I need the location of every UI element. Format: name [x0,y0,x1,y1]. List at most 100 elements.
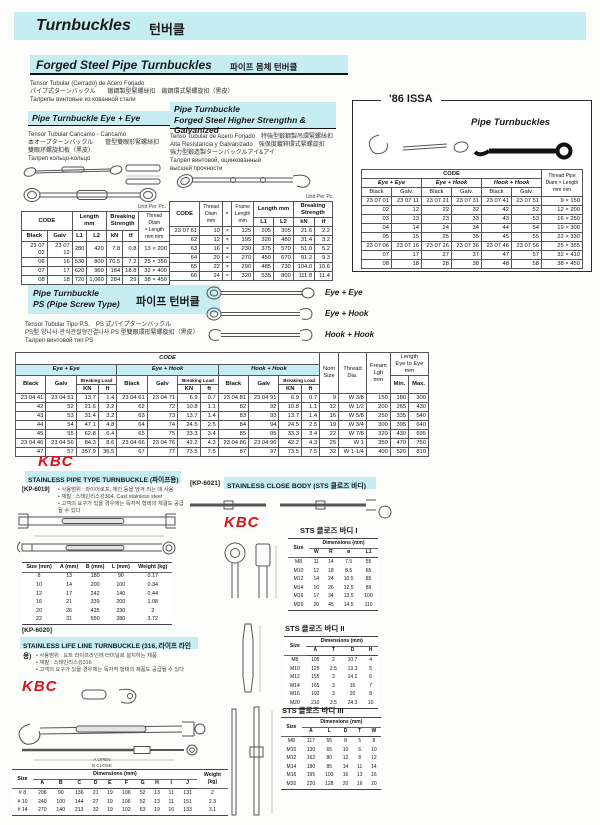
col-header: Size [284,636,306,657]
table-cell: 11 [357,763,363,770]
kbc-logo: KBC [224,514,260,531]
table-cell: 1.1 [199,402,219,412]
table-cell: 280 [71,241,88,258]
col-header: Length mm [71,210,107,232]
table-cell: 24.5 [278,420,302,430]
table-cell: 10.5 [343,576,354,583]
sts1-table: Size Dimensions (mm) W R ø L1 M8 11 14 7.5 5… [288,538,378,611]
table-row: M16 17 34 13.5 100 [288,593,378,602]
table-cell: 38 [451,259,482,269]
table-cell: 106 [121,798,131,805]
col-header: G [140,780,145,787]
table-cell: 200 [365,402,391,412]
table-cell: 24 [328,576,334,583]
table-cell: 1.1 [300,402,321,412]
col-header: H [368,647,373,654]
col-header: KN [278,384,302,394]
kp6021-code: [KP-6021] [190,480,220,487]
table-cell: 400 [365,447,391,457]
table-cell: 29 [122,275,140,285]
table-row: 08 18 720 1,060 284 29 38 × 450 [21,275,170,285]
table-cell: 19 [107,798,113,805]
col-header: Black [361,187,392,197]
table-row: 8 13 180 90 0.17 [22,572,172,581]
table-cell: 62 [116,402,148,412]
table-row: M12 162 80 12 8 12 [281,754,381,763]
table-cell: × [221,271,233,281]
table-cell: 54 [511,223,542,233]
table-cell: 23 04 86 [217,438,250,448]
table-cell: 23 04 56 [45,438,77,448]
table-row: M16 192 3 20 8 [284,691,378,700]
table-cell: 54 [45,420,77,430]
table-cell: 6.9 [278,393,302,403]
text-line: • 고객의 요구가 있을 경우에는 독자적 형태의 제품도 공급될 수 있다 [36,667,185,673]
col-header: ø [347,549,351,556]
table-cell: 12 [36,590,43,597]
table-cell: 31.4 [75,411,99,421]
table-row: # 10 240 100 144 27 19 106 52 13 11 151 2.3 [12,798,228,807]
table-cell: 195 [306,772,316,779]
col-header: Breaking Strength [292,201,334,218]
table-cell: 195 [231,235,255,245]
table-row: Size Dimensions (mm) [288,538,378,559]
page-title-korean: 턴버클 [149,22,185,37]
col-header: Dimensions (mm) [309,538,378,549]
kp6020-header: STAINLESS LIFE LINE TURNBUCKLE (316, 라이프… [20,637,198,660]
table-cell: 192 [311,691,320,698]
table-cell: M12 [290,674,300,681]
table-cell: 23 04 51 [45,393,77,403]
col-header: R [329,549,333,556]
text-line: Талреп кольцо-кольцо [28,156,91,162]
col-header: Min. [389,375,410,394]
table-cell: 05 [361,232,392,242]
text-line: PS型·양나사·관식관절형긴결나사 PS 型雙眼環形緊螺旋扣（黑皮） [25,330,199,336]
table-cell: 213 [74,807,84,814]
table-cell: M8 [295,558,302,565]
table-cell: 19 [107,789,113,796]
col-header: CODE [21,210,73,232]
table-cell: 23 07 61 [168,226,201,236]
table-cell: 162 [306,755,316,762]
table-cell: 58 [511,259,542,269]
table-cell: 22 [421,205,452,215]
table-cell: 47 [481,250,512,260]
table-cell: 140 [116,590,126,597]
table-cell: W 5/8 [338,411,367,421]
table-cell: 19 × 300 [541,223,583,233]
col-header: Galv [45,375,77,394]
table-cell: 52 [139,798,146,805]
table-row: 23 07 06 23 07 16 23 07 26 23 07 36 23 07 46… [361,241,583,251]
table-cell: 210 [311,699,320,706]
table-cell: 16 [313,584,320,591]
table-cell: 750 [408,438,429,448]
table-cell: 55 [326,737,333,744]
table-cell: W 1/2 [338,402,367,412]
col-header: D [350,647,355,654]
table-cell: 16 [356,780,363,787]
table-cell: 23 07 56 [511,241,542,251]
col-header: Galv. [391,187,422,197]
table-row: 23 07 61 10 × 125 205 305 21.6 2.2 [168,226,333,236]
table-cell: 180 [90,573,100,580]
table-row: 03 13 23 33 43 53 16 × 250 [361,214,583,224]
table-cell: 47.1 [75,420,99,430]
table-cell: 0.7 [300,393,321,403]
table-cell: 9.3 [314,253,333,263]
table-cell: 04 [361,223,392,233]
table-cell: 51.0 [292,244,316,254]
table-cell: 8 [37,573,41,580]
table-cell: 13 [391,214,422,224]
table-cell: 34 [451,223,482,233]
table-cell: 23 07 26 [421,241,452,251]
table-cell: 23 04 46 [14,438,47,448]
table-row: M14 180 85 14 11 14 [281,763,381,772]
table-cell: 320 [253,235,275,245]
table-cell: 2.5 [329,665,337,672]
table-cell: 670 [273,253,294,263]
table-cell: 17 [391,250,422,260]
table-cell: M8 [287,737,295,744]
eye-eye-unit-label: Unit Per Pc. [137,204,166,210]
table-cell: 75 [146,429,179,439]
table-cell: 720 [71,275,88,285]
